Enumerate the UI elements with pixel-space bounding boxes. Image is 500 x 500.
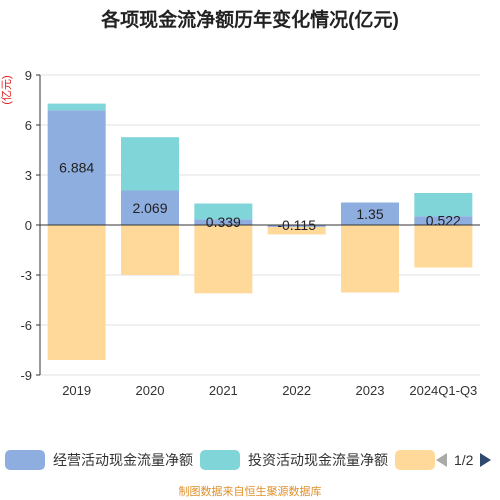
- data-label: -0.115: [277, 217, 316, 233]
- bar-operating: [341, 202, 399, 225]
- bar-operating: [121, 190, 179, 225]
- x-tick-label: 2022: [282, 383, 311, 398]
- pager-next-icon[interactable]: [480, 453, 492, 467]
- x-tick-label: 2020: [136, 383, 165, 398]
- bar-financing: [341, 225, 399, 293]
- legend-swatch-investing: [200, 450, 240, 470]
- legend-swatch-financing: [395, 450, 435, 470]
- legend-swatch-operating: [5, 450, 45, 470]
- bar-investing: [121, 137, 179, 191]
- y-tick-label: -9: [20, 368, 32, 383]
- data-label: 2.069: [132, 200, 167, 216]
- data-label: 0.339: [206, 214, 241, 230]
- legend-label-operating: 经营活动现金流量净额: [53, 452, 193, 468]
- data-label: 6.884: [59, 160, 94, 176]
- bar-investing: [194, 203, 253, 220]
- legend-item-operating[interactable]: 经营活动现金流量净额: [5, 447, 193, 473]
- bar-investing: [47, 103, 106, 111]
- x-tick-label: 2019: [62, 383, 91, 398]
- pager-text: 1/2: [454, 452, 474, 468]
- y-tick-label: 9: [25, 68, 32, 83]
- y-tick-label: -3: [20, 268, 32, 283]
- data-label: 0.522: [426, 213, 461, 229]
- bar-financing: [267, 226, 326, 235]
- chart-title: 各项现金流净额历年变化情况(亿元): [101, 10, 399, 31]
- y-tick-label: -6: [20, 318, 32, 333]
- y-tick-label: 3: [25, 168, 32, 183]
- bar-operating: [47, 110, 106, 225]
- source-note: 制图数据来自恒生聚源数据库: [178, 486, 322, 498]
- legend-item-investing[interactable]: 投资活动现金流量净额: [200, 447, 388, 473]
- y-tick-label: 6: [25, 118, 32, 133]
- legend: 经营活动现金流量净额 投资活动现金流量净额: [0, 447, 500, 473]
- chart-plot: 9 6 3 0 -3 -6 -9 2019 2020 2021 2022 2023 2024Q1-Q3 6…: [20, 68, 480, 398]
- pager-prev-icon[interactable]: [436, 453, 447, 467]
- bar-operating: [267, 225, 326, 227]
- x-tick-label: 2021: [209, 383, 238, 398]
- bar-operating: [194, 219, 253, 225]
- legend-item-financing[interactable]: [395, 447, 435, 473]
- legend-label-investing: 投资活动现金流量净额: [248, 452, 388, 468]
- bar-financing: [47, 225, 106, 360]
- x-tick-label: 2024Q1-Q3: [409, 383, 477, 398]
- bar-financing: [194, 225, 253, 294]
- bar-financing: [414, 225, 473, 268]
- bar-financing: [121, 225, 179, 275]
- x-tick-label: 2023: [356, 383, 385, 398]
- legend-pager: 1/2: [436, 450, 492, 470]
- bar-investing: [414, 192, 473, 217]
- bar-operating: [414, 216, 473, 225]
- data-label: 1.35: [356, 206, 383, 222]
- y-tick-label: 0: [25, 218, 32, 233]
